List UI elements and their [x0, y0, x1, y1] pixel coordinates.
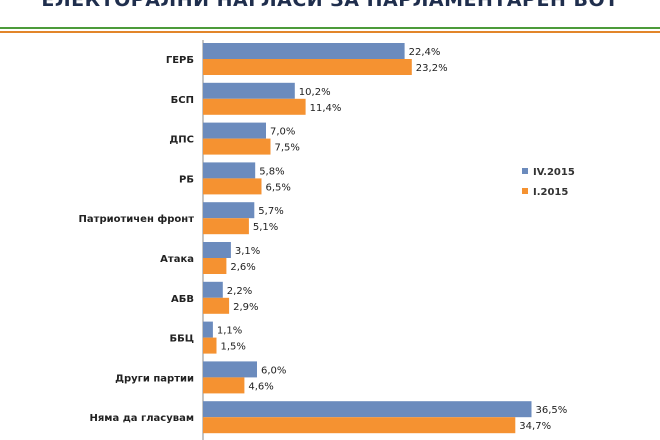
data-label: 11,4%	[310, 103, 342, 114]
legend-label: I.2015	[533, 187, 568, 198]
category-label: ББЦ	[169, 334, 194, 345]
bar-series-2	[203, 59, 412, 75]
bar-series-1	[203, 82, 295, 99]
bar-series-2	[203, 258, 227, 274]
data-label: 5,8%	[259, 166, 284, 177]
data-label: 23,2%	[416, 63, 448, 74]
data-label: 36,5%	[536, 405, 568, 416]
bar-series-2	[203, 218, 249, 235]
category-label: ГЕРБ	[166, 55, 194, 66]
legend-swatch	[522, 188, 528, 194]
chart-title: ЕЛЕКТОРАЛНИ НАГЛАСИ ЗА ПАРЛАМЕНТАРЕН ВОТ	[41, 0, 619, 11]
category-label: Други партии	[115, 373, 194, 384]
bar-series-1	[203, 401, 532, 418]
data-label: 7,5%	[275, 143, 300, 154]
bar-series-1	[203, 361, 257, 378]
bar-series-1	[203, 242, 231, 258]
data-label: 5,1%	[253, 222, 278, 233]
data-label: 1,5%	[221, 342, 246, 353]
category-label: Няма да гласувам	[90, 413, 195, 424]
bar-series-1	[203, 43, 405, 59]
bar-series-2	[203, 337, 217, 354]
data-label: 22,4%	[409, 47, 441, 58]
bar-series-1	[203, 202, 255, 219]
data-label: 1,1%	[217, 326, 242, 337]
data-label: 2,9%	[233, 302, 258, 313]
bar-series-1	[203, 122, 266, 139]
bar-series-2	[203, 297, 230, 314]
bar-series-2	[203, 377, 245, 394]
legend-swatch	[522, 168, 528, 174]
legend-label: IV.2015	[533, 167, 575, 178]
category-label: Патриотичен фронт	[79, 213, 195, 225]
data-label: 6,0%	[261, 365, 286, 376]
category-label: АБВ	[171, 294, 194, 305]
data-label: 2,6%	[230, 262, 255, 273]
header-rule-orange	[0, 31, 660, 33]
category-label: РБ	[179, 174, 194, 185]
category-label: ДПС	[169, 135, 194, 146]
data-label: 4,6%	[248, 381, 273, 392]
bar-series-2	[203, 178, 262, 195]
data-label: 6,5%	[266, 182, 291, 193]
data-label: 7,0%	[270, 127, 295, 138]
bar-series-1	[203, 162, 256, 179]
data-label: 2,2%	[227, 286, 252, 297]
bar-series-2	[203, 138, 271, 155]
bar-series-2	[203, 98, 306, 115]
data-label: 3,1%	[235, 246, 260, 257]
data-label: 10,2%	[299, 87, 331, 98]
category-label: Атака	[160, 254, 194, 265]
header-rule-green	[0, 27, 660, 29]
bar-series-1	[203, 281, 223, 298]
bar-series-2	[203, 417, 516, 434]
data-label: 34,7%	[519, 421, 551, 432]
data-label: 5,7%	[258, 206, 283, 217]
bar-series-1	[203, 321, 213, 338]
category-label: БСП	[171, 95, 194, 106]
